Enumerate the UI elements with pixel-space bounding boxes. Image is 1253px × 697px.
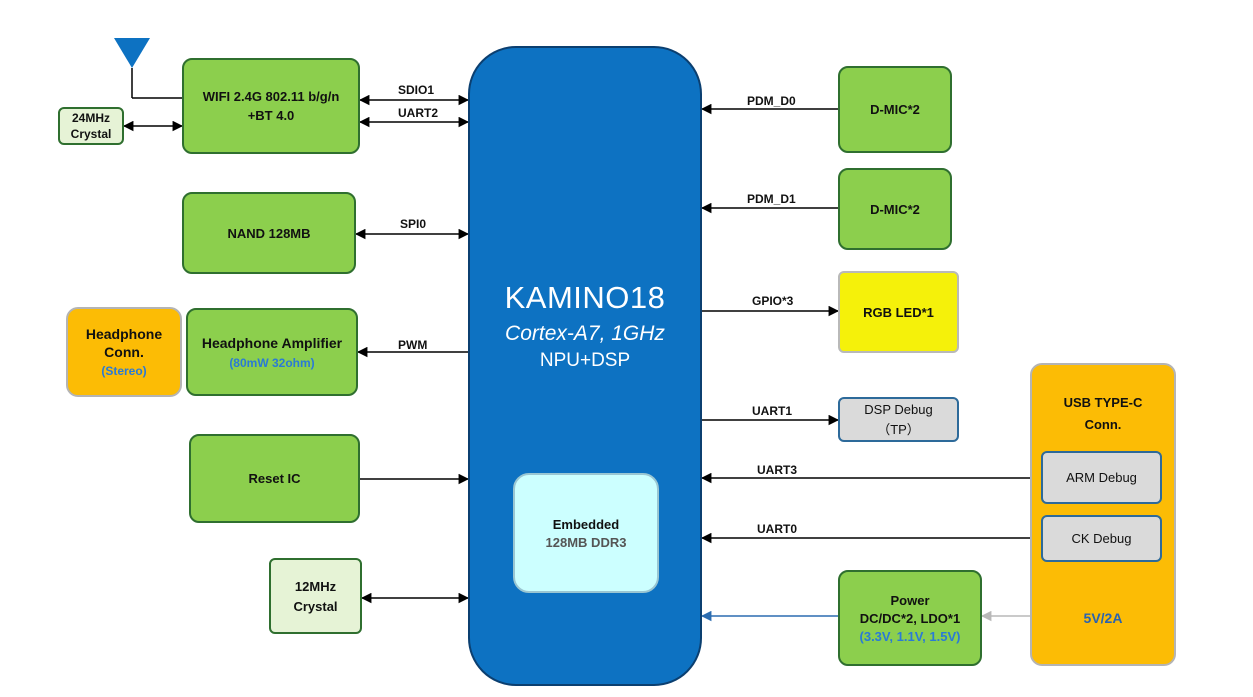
arm-debug-label: ARM Debug — [1066, 470, 1137, 485]
headphone-connector: Headphone Conn. (Stereo) — [66, 307, 182, 397]
crystal12-line2: Crystal — [293, 598, 338, 614]
label-uart3: UART3 — [757, 463, 798, 477]
dsp-debug-line2: （TP） — [877, 421, 920, 437]
nand-flash: NAND 128MB — [182, 192, 356, 274]
power-line3: (3.3V, 1.1V, 1.5V) — [859, 628, 961, 644]
label-pdm-d1: PDM_D1 — [747, 192, 796, 206]
crystal-12mhz: 12MHz Crystal — [269, 558, 362, 634]
usb-typec-connector: USB TYPE-C Conn. 5V/2A — [1030, 363, 1176, 666]
label-sdio1: SDIO1 — [398, 83, 435, 97]
hp-amp-line1: Headphone Amplifier — [201, 334, 343, 351]
label-pdm-d0: PDM_D0 — [747, 94, 796, 108]
wifi-bt-module: WIFI 2.4G 802.11 b/g/n +BT 4.0 — [182, 58, 360, 154]
headphone-conn-line3: (Stereo) — [101, 364, 147, 378]
usb-line2: Conn. — [1084, 417, 1122, 432]
ddr-line1: Embedded — [552, 516, 620, 532]
soc-name: KAMINO18 — [504, 280, 666, 315]
rgb-led: RGB LED*1 — [838, 271, 959, 353]
label-uart1: UART1 — [752, 404, 793, 418]
power-line2: DC/DC*2, LDO*1 — [859, 610, 961, 626]
dmic-2: D-MIC*2 — [838, 168, 952, 250]
power-module: Power DC/DC*2, LDO*1 (3.3V, 1.1V, 1.5V) — [838, 570, 982, 666]
power-line1: Power — [890, 592, 930, 608]
dmic1-label: D-MIC*2 — [870, 102, 920, 117]
dmic2-label: D-MIC*2 — [870, 201, 920, 217]
label-gpio3: GPIO*3 — [752, 294, 794, 308]
ck-debug: CK Debug — [1041, 515, 1162, 562]
usb-line1: USB TYPE-C — [1063, 395, 1143, 410]
label-uart2: UART2 — [398, 106, 439, 120]
embedded-ddr3: Embedded 128MB DDR3 — [513, 473, 659, 593]
usb-power-label: 5V/2A — [1083, 610, 1123, 626]
reset-label: Reset IC — [248, 471, 301, 486]
nand-label: NAND 128MB — [227, 225, 311, 241]
crystal12-line1: 12MHz — [294, 578, 337, 594]
soc-cpu: Cortex-A7, 1GHz — [505, 322, 665, 345]
soc-accel: NPU+DSP — [539, 350, 631, 371]
crystal24-line2: Crystal — [70, 127, 112, 141]
rgb-led-label: RGB LED*1 — [863, 304, 934, 320]
crystal-24mhz: 24MHz Crystal — [58, 107, 124, 145]
label-pwm: PWM — [398, 338, 428, 352]
wifi-label-line2: +BT 4.0 — [247, 108, 295, 123]
ddr-line2: 128MB DDR3 — [545, 534, 627, 550]
arm-debug: ARM Debug — [1041, 451, 1162, 504]
headphone-conn-line2: Conn. — [104, 344, 144, 360]
headphone-amplifier: Headphone Amplifier (80mW 32ohm) — [186, 308, 358, 396]
antenna-icon — [114, 38, 184, 99]
crystal24-line1: 24MHz — [71, 111, 110, 125]
wifi-label-line1: WIFI 2.4G 802.11 b/g/n — [202, 89, 340, 104]
label-uart0: UART0 — [757, 522, 798, 536]
ck-debug-label: CK Debug — [1071, 531, 1132, 546]
dmic-1: D-MIC*2 — [838, 66, 952, 153]
hp-amp-line2: (80mW 32ohm) — [229, 355, 315, 370]
dsp-debug: DSP Debug （TP） — [838, 397, 959, 442]
reset-ic: Reset IC — [189, 434, 360, 523]
dsp-debug-line1: DSP Debug — [864, 401, 933, 417]
label-spi0: SPI0 — [400, 217, 427, 231]
headphone-conn-line1: Headphone — [85, 326, 163, 342]
